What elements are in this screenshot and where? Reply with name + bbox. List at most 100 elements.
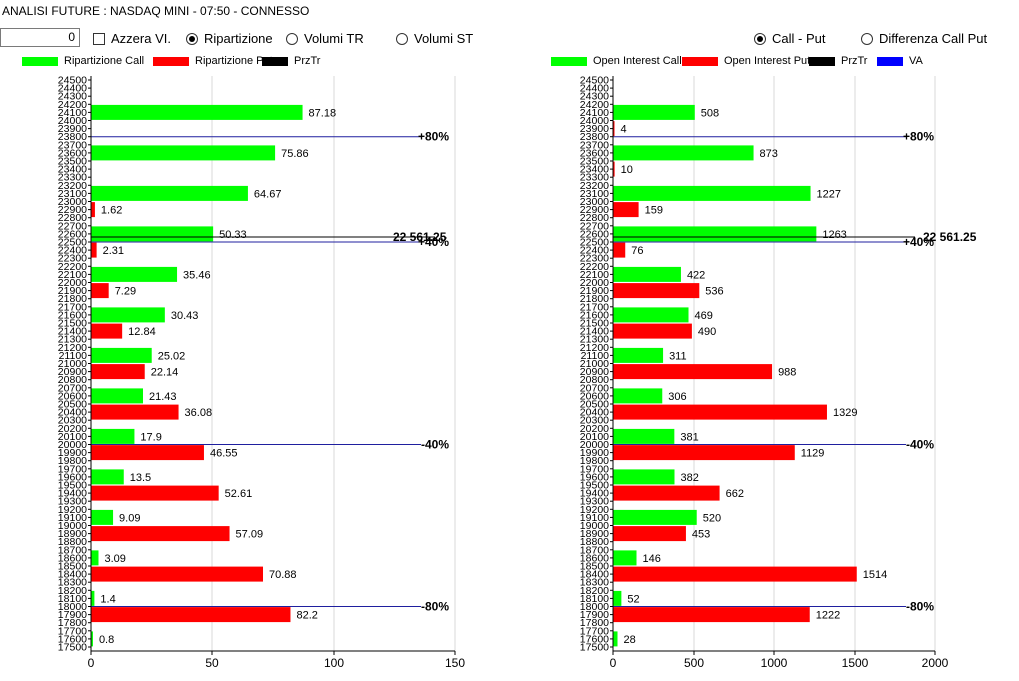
y-tick-label: 20900 bbox=[58, 366, 87, 378]
y-tick-label: 19500 bbox=[58, 480, 87, 492]
y-tick-label: 20000 bbox=[58, 439, 87, 451]
call-bar bbox=[91, 590, 95, 606]
y-tick-label: 20300 bbox=[580, 415, 609, 427]
ripartizione-label: Ripartizione bbox=[204, 31, 273, 46]
x-tick-label: 150 bbox=[445, 656, 465, 670]
level-label: +80% bbox=[418, 130, 449, 144]
y-tick-label: 18600 bbox=[58, 552, 87, 564]
call-bar bbox=[91, 266, 178, 282]
y-tick-label: 23600 bbox=[580, 147, 609, 159]
y-tick-label: 20800 bbox=[58, 374, 87, 386]
y-tick-label: 19000 bbox=[580, 520, 609, 532]
y-tick-label: 19100 bbox=[580, 512, 609, 524]
y-tick-label: 23900 bbox=[58, 123, 87, 135]
legend-label: PrzTr bbox=[841, 55, 868, 67]
y-tick-label: 21200 bbox=[58, 342, 87, 354]
call-bar-label: 3.09 bbox=[104, 553, 125, 565]
call-bar bbox=[613, 104, 695, 120]
legend-call: Ripartizione Call bbox=[22, 55, 144, 67]
volumi-tr-radio[interactable]: Volumi TR bbox=[286, 31, 364, 46]
y-tick-label: 21900 bbox=[58, 285, 87, 297]
differenza-label: Differenza Call Put bbox=[879, 31, 988, 46]
y-tick-label: 23800 bbox=[580, 131, 609, 143]
y-tick-label: 22500 bbox=[580, 237, 609, 249]
checkbox-box[interactable] bbox=[93, 32, 105, 45]
put-bar bbox=[613, 323, 692, 339]
differenza-radio[interactable]: Differenza Call Put bbox=[861, 31, 987, 46]
put-bar bbox=[91, 445, 204, 461]
level-label: +40% bbox=[903, 235, 934, 249]
call-bar bbox=[91, 388, 144, 404]
y-tick-label: 22400 bbox=[580, 245, 609, 257]
y-tick-label: 19900 bbox=[58, 447, 87, 459]
level-label: +40% bbox=[418, 235, 449, 249]
y-tick-label: 18200 bbox=[580, 585, 609, 597]
put-bar-label: 1.62 bbox=[101, 205, 122, 217]
put-bar bbox=[613, 404, 827, 420]
put-bar-label: 1129 bbox=[801, 448, 825, 460]
y-tick-label: 24200 bbox=[58, 99, 87, 111]
y-tick-label: 18200 bbox=[58, 585, 87, 597]
number-input[interactable]: 0 bbox=[0, 28, 80, 47]
x-tick-label: 1500 bbox=[842, 656, 869, 670]
y-tick-label: 18800 bbox=[580, 536, 609, 548]
x-tick-label: 0 bbox=[610, 656, 617, 670]
y-tick-label: 23100 bbox=[580, 188, 609, 200]
call-bar bbox=[91, 509, 114, 525]
y-tick-label: 20400 bbox=[580, 407, 609, 419]
y-tick-label: 18700 bbox=[580, 544, 609, 556]
y-tick-label: 22500 bbox=[58, 237, 87, 249]
y-tick-label: 21000 bbox=[580, 358, 609, 370]
y-tick-label: 24000 bbox=[58, 115, 87, 127]
y-tick-label: 22200 bbox=[58, 261, 87, 273]
radio-icon[interactable] bbox=[286, 32, 298, 45]
put-bar-label: 1514 bbox=[863, 569, 887, 581]
y-tick-label: 18100 bbox=[580, 593, 609, 605]
radio-selected-icon[interactable] bbox=[186, 32, 198, 45]
radio-selected-icon[interactable] bbox=[754, 32, 766, 45]
call-put-radio[interactable]: Call - Put bbox=[754, 31, 825, 46]
level-label: -80% bbox=[906, 600, 934, 614]
x-tick-label: 100 bbox=[324, 656, 344, 670]
call-bar bbox=[613, 509, 697, 525]
y-tick-label: 19900 bbox=[580, 447, 609, 459]
y-tick-label: 21400 bbox=[580, 326, 609, 338]
put-bar bbox=[91, 404, 179, 420]
y-tick-label: 17900 bbox=[580, 609, 609, 621]
y-tick-label: 20200 bbox=[58, 423, 87, 435]
put-bar-label: 988 bbox=[778, 367, 796, 379]
y-tick-label: 19300 bbox=[580, 496, 609, 508]
x-tick-label: 2000 bbox=[922, 656, 949, 670]
y-tick-label: 22400 bbox=[58, 245, 87, 257]
radio-icon[interactable] bbox=[861, 32, 873, 45]
put-bar-label: 10 bbox=[621, 164, 633, 176]
y-tick-label: 22300 bbox=[58, 253, 87, 265]
y-tick-label: 21800 bbox=[58, 293, 87, 305]
y-tick-label: 21500 bbox=[58, 318, 87, 330]
y-tick-label: 17600 bbox=[580, 633, 609, 645]
ripartizione-radio[interactable]: Ripartizione bbox=[186, 31, 273, 46]
y-tick-label: 22600 bbox=[58, 228, 87, 240]
y-tick-label: 22300 bbox=[580, 253, 609, 265]
y-tick-label: 17700 bbox=[58, 625, 87, 637]
legend-prztr: PrzTr bbox=[262, 55, 320, 67]
y-tick-label: 20600 bbox=[58, 390, 87, 402]
legend-label: VA bbox=[909, 55, 923, 67]
put-bar bbox=[613, 607, 810, 623]
y-tick-label: 18300 bbox=[580, 577, 609, 589]
y-tick-label: 22600 bbox=[580, 228, 609, 240]
call-bar-label: 30.43 bbox=[171, 310, 199, 322]
legend-swatch-call bbox=[22, 56, 58, 66]
y-tick-label: 18700 bbox=[58, 544, 87, 556]
put-bar bbox=[613, 202, 639, 218]
y-tick-label: 20500 bbox=[580, 399, 609, 411]
y-tick-label: 19600 bbox=[58, 471, 87, 483]
y-tick-label: 22900 bbox=[58, 204, 87, 216]
y-tick-label: 20100 bbox=[58, 431, 87, 443]
azzera-checkbox[interactable]: Azzera VI. bbox=[93, 31, 171, 46]
volumi-st-radio[interactable]: Volumi ST bbox=[396, 31, 473, 46]
call-bar-label: 469 bbox=[695, 310, 713, 322]
y-tick-label: 21600 bbox=[580, 309, 609, 321]
radio-icon[interactable] bbox=[396, 32, 408, 45]
put-bar bbox=[91, 485, 219, 501]
